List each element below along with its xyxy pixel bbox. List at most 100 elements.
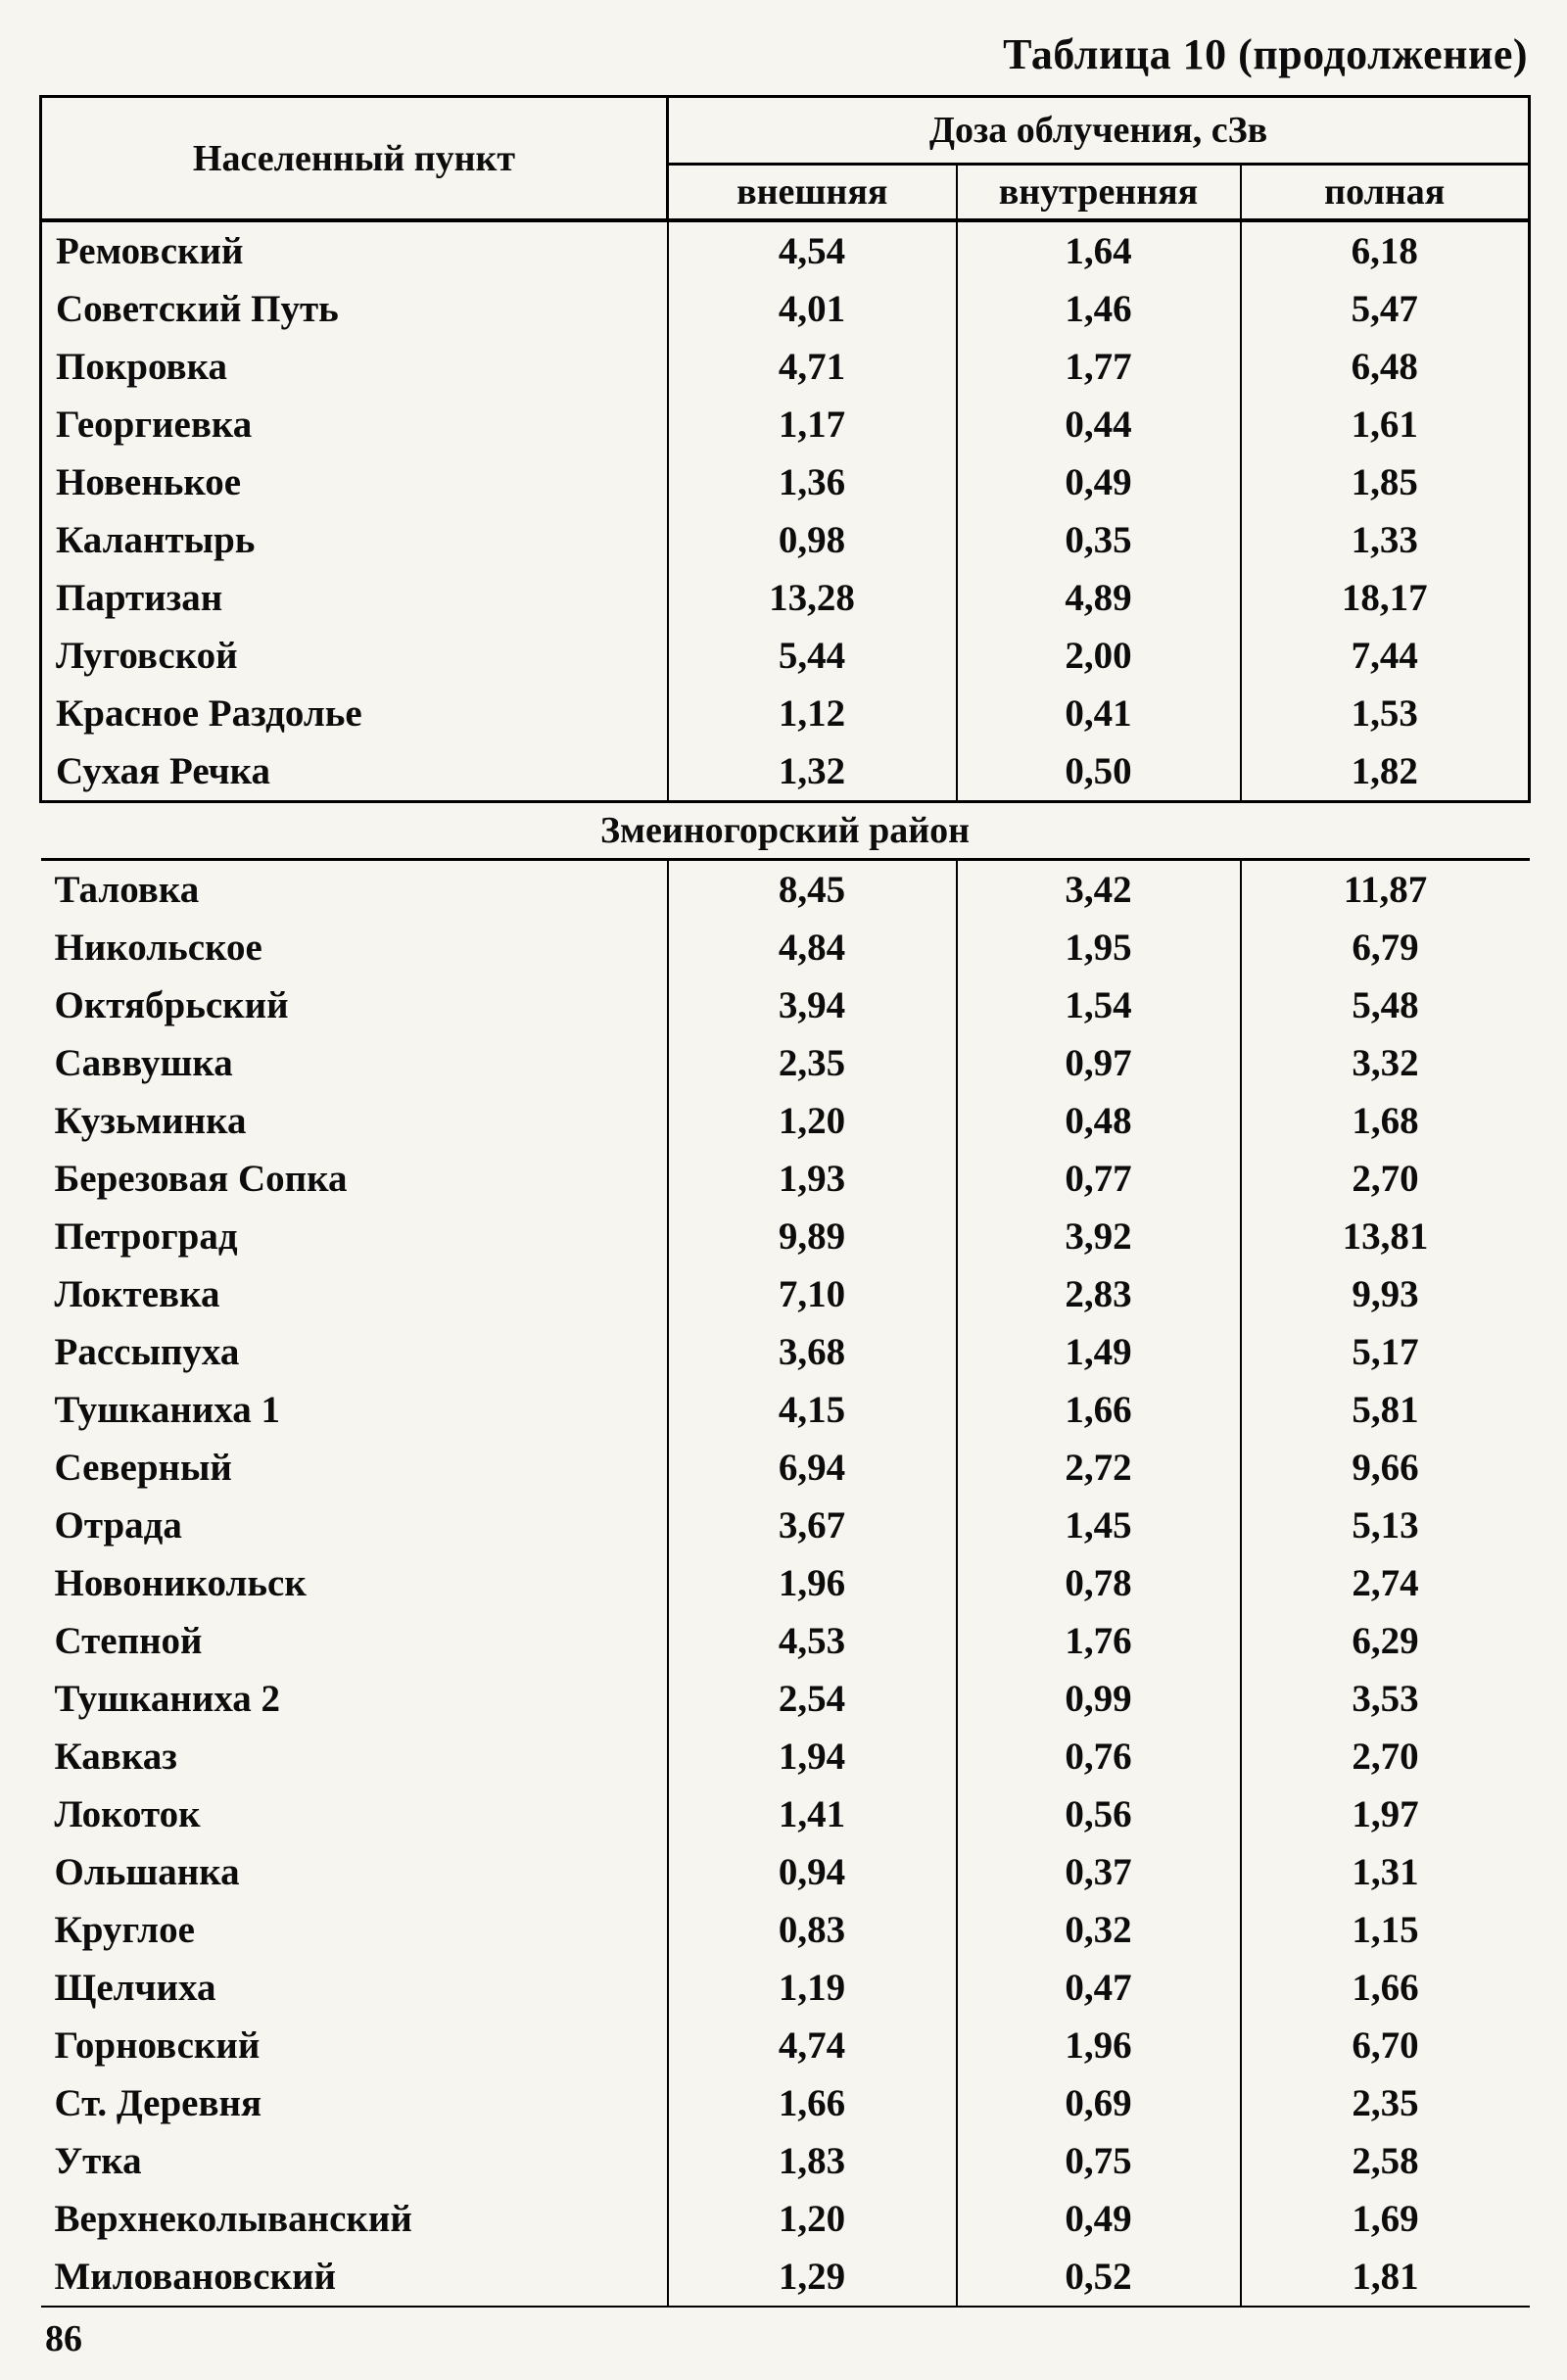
settlement-name: Кавказ bbox=[54, 1736, 177, 1778]
dose-value: 1,29 bbox=[666, 2248, 957, 2308]
table-row: Сухая Речка 1,32 0,50 1,82 bbox=[39, 742, 1532, 802]
settlement-name: Таловка bbox=[54, 869, 200, 911]
dose-table: Населенный пункт Доза облучения, сЗв вне… bbox=[39, 95, 1532, 2308]
dose-value: 1,66 bbox=[1239, 1959, 1530, 2017]
dose-value: 1,97 bbox=[1239, 1785, 1530, 1843]
settlement-name: Щелчиха bbox=[54, 1967, 216, 2009]
table-row: Локтевка 7,10 2,83 9,93 bbox=[41, 1265, 1530, 1323]
table-row: Ремовский 4,54 1,64 6,18 bbox=[39, 220, 1532, 280]
section-header-label: Змеиногорский район bbox=[40, 800, 1530, 861]
dose-value: 13,81 bbox=[1239, 1208, 1530, 1265]
dose-value: 1,68 bbox=[1239, 1092, 1530, 1150]
dose-value: 5,47 bbox=[1239, 280, 1532, 338]
table-row: Щелчиха 1,19 0,47 1,66 bbox=[41, 1959, 1530, 2017]
dose-value: 2,35 bbox=[1239, 2074, 1530, 2132]
table-row: Никольское 4,84 1,95 6,79 bbox=[41, 919, 1530, 976]
table-row: Покровка 4,71 1,77 6,48 bbox=[39, 338, 1532, 396]
table-row: Кавказ 1,94 0,76 2,70 bbox=[41, 1728, 1530, 1785]
dose-value: 1,32 bbox=[666, 742, 957, 802]
column-header-dose-group: Доза облучения, сЗв bbox=[667, 95, 1532, 166]
dose-value: 1,83 bbox=[666, 2132, 957, 2190]
dose-value: 0,76 bbox=[955, 1728, 1241, 1785]
table-row: Партизан 13,28 4,89 18,17 bbox=[39, 569, 1532, 627]
dose-value: 0,75 bbox=[955, 2132, 1241, 2190]
dose-value: 0,44 bbox=[955, 396, 1241, 453]
settlement-name: Тушканиха 1 bbox=[54, 1389, 281, 1431]
settlement-name: Рассыпуха bbox=[54, 1331, 240, 1373]
dose-value: 0,49 bbox=[955, 453, 1241, 511]
dose-value: 1,81 bbox=[1239, 2248, 1530, 2308]
dose-value: 1,69 bbox=[1239, 2190, 1530, 2248]
dose-value: 0,78 bbox=[955, 1554, 1241, 1612]
dose-value: 1,66 bbox=[955, 1381, 1241, 1439]
settlement-name: Новоникольск bbox=[54, 1562, 307, 1604]
settlement-name: Верхнеколыванский bbox=[54, 2198, 412, 2240]
settlement-name: Сухая Речка bbox=[39, 742, 668, 802]
dose-value: 1,53 bbox=[1239, 685, 1532, 742]
dose-value: 0,35 bbox=[955, 511, 1241, 569]
page-number: 86 bbox=[45, 2318, 82, 2359]
dose-value: 6,70 bbox=[1239, 2017, 1530, 2074]
table-row: Ольшанка 0,94 0,37 1,31 bbox=[41, 1843, 1530, 1901]
dose-value: 0,97 bbox=[955, 1034, 1241, 1092]
dose-value: 0,47 bbox=[955, 1959, 1241, 2017]
column-header-external: внешняя bbox=[666, 164, 957, 222]
dose-value: 1,61 bbox=[1239, 396, 1532, 453]
header-row-1: Населенный пункт Доза облучения, сЗв bbox=[39, 95, 1532, 222]
table-row: Тушканиха 1 4,15 1,66 5,81 bbox=[41, 1381, 1530, 1439]
dose-value: 5,44 bbox=[666, 627, 957, 685]
table-row: Тушканиха 2 2,54 0,99 3,53 bbox=[41, 1670, 1530, 1728]
settlement-name: Ольшанка bbox=[54, 1851, 240, 1893]
dose-value: 7,44 bbox=[1239, 627, 1532, 685]
table-row: Рассыпуха 3,68 1,49 5,17 bbox=[41, 1323, 1530, 1381]
dose-value: 1,95 bbox=[955, 919, 1241, 976]
table-row: Ст. Деревня 1,66 0,69 2,35 bbox=[41, 2074, 1530, 2132]
dose-value: 2,58 bbox=[1239, 2132, 1530, 2190]
settlement-name: Новенькое bbox=[39, 453, 668, 511]
dose-value: 0,49 bbox=[955, 2190, 1241, 2248]
dose-value: 0,48 bbox=[955, 1092, 1241, 1150]
dose-value: 4,74 bbox=[666, 2017, 957, 2074]
table-row: Миловановский 1,29 0,52 1,81 bbox=[40, 2248, 1530, 2308]
table-row: Октябрьский 3,94 1,54 5,48 bbox=[41, 976, 1530, 1034]
column-header-total: полная bbox=[1239, 164, 1532, 222]
dose-value: 1,20 bbox=[666, 1092, 957, 1150]
dose-value: 1,31 bbox=[1239, 1843, 1530, 1901]
settlement-name: Покровка bbox=[39, 338, 668, 396]
dose-value: 0,37 bbox=[955, 1843, 1241, 1901]
table-row: Советский Путь 4,01 1,46 5,47 bbox=[39, 280, 1532, 338]
dose-value: 1,12 bbox=[666, 685, 957, 742]
dose-value: 5,48 bbox=[1239, 976, 1530, 1034]
settlement-name: Кузьминка bbox=[54, 1100, 247, 1142]
dose-value: 4,84 bbox=[666, 919, 957, 976]
dose-value: 4,53 bbox=[666, 1612, 957, 1670]
dose-value: 6,18 bbox=[1239, 220, 1532, 280]
dose-value: 1,94 bbox=[666, 1728, 957, 1785]
dose-value: 6,79 bbox=[1239, 919, 1530, 976]
dose-value: 2,35 bbox=[666, 1034, 957, 1092]
dose-value: 2,83 bbox=[955, 1265, 1241, 1323]
dose-value: 0,98 bbox=[666, 511, 957, 569]
dose-value: 1,45 bbox=[955, 1497, 1241, 1554]
dose-value: 5,13 bbox=[1239, 1497, 1530, 1554]
settlement-name: Красное Раздолье bbox=[39, 685, 668, 742]
table-row: Красное Раздолье 1,12 0,41 1,53 bbox=[39, 685, 1532, 742]
dose-value: 0,56 bbox=[955, 1785, 1241, 1843]
dose-value: 6,29 bbox=[1239, 1612, 1530, 1670]
settlement-name: Никольское bbox=[54, 927, 262, 969]
dose-value: 4,15 bbox=[666, 1381, 957, 1439]
dose-value: 0,94 bbox=[666, 1843, 957, 1901]
settlement-name: Советский Путь bbox=[39, 280, 668, 338]
dose-value: 1,96 bbox=[955, 2017, 1241, 2074]
settlement-name: Круглое bbox=[54, 1909, 195, 1951]
settlement-name: Отрада bbox=[54, 1504, 182, 1547]
dose-value: 1,41 bbox=[666, 1785, 957, 1843]
dose-value: 1,77 bbox=[955, 338, 1241, 396]
table-row: Горновский 4,74 1,96 6,70 bbox=[41, 2017, 1530, 2074]
settlement-name: Луговской bbox=[39, 627, 668, 685]
table-row: Верхнеколыванский 1,20 0,49 1,69 bbox=[41, 2190, 1530, 2248]
dose-value: 0,50 bbox=[955, 742, 1241, 802]
table-row: Новоникольск 1,96 0,78 2,74 bbox=[41, 1554, 1530, 1612]
dose-value: 0,69 bbox=[955, 2074, 1241, 2132]
